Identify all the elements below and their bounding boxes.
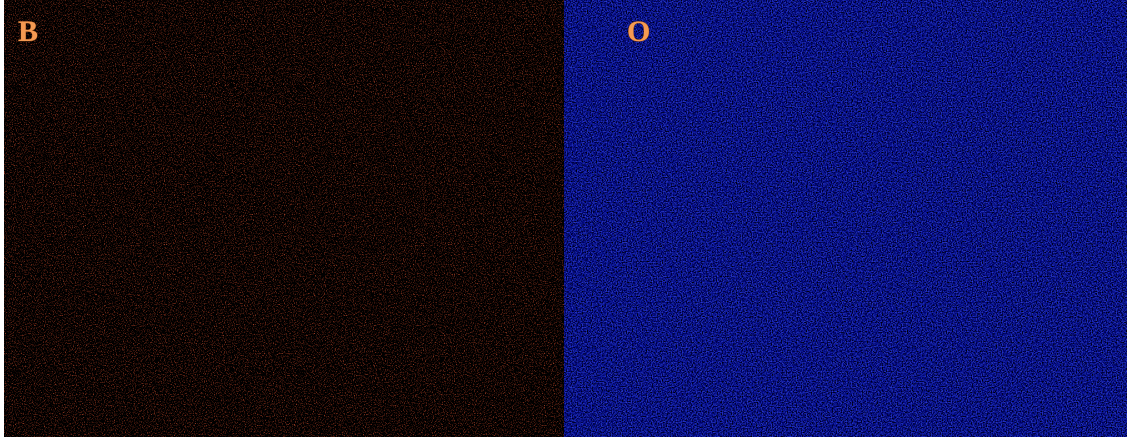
panel-label: B (18, 15, 38, 48)
panel-texture (564, 0, 1127, 437)
panel-o: O (564, 0, 1127, 437)
panel-label: O (627, 15, 650, 48)
panel-b: B (4, 0, 564, 437)
panel-texture (4, 0, 564, 437)
figure: B O (0, 0, 1131, 441)
page: {"panels": [{"label": "B"}, {"label": "O… (0, 0, 1131, 441)
